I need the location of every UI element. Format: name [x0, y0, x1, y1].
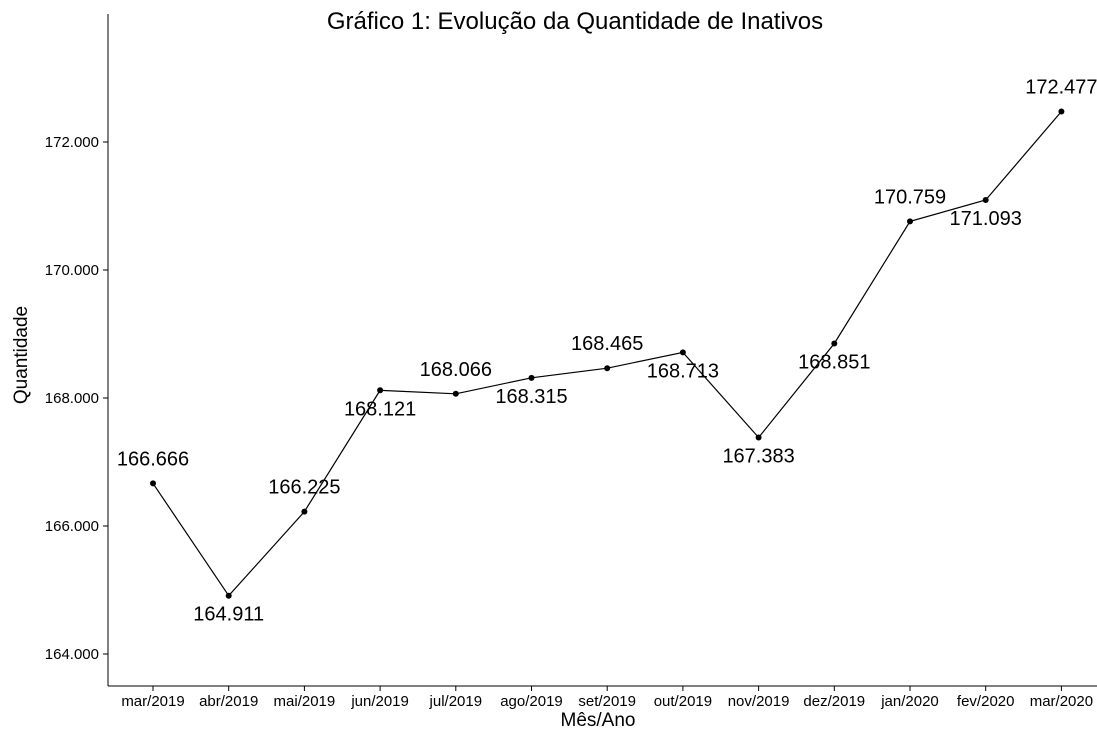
data-point [755, 434, 762, 441]
data-label: 168.315 [495, 386, 567, 408]
x-tick-label: mar/2019 [121, 693, 184, 710]
x-tick-label: mar/2020 [1030, 693, 1093, 710]
y-tick-label: 164.000 [45, 646, 99, 663]
x-tick-label: set/2019 [578, 693, 636, 710]
y-tick-label: 168.000 [45, 390, 99, 407]
data-point [907, 218, 913, 225]
x-tick-label: out/2019 [654, 693, 712, 710]
y-tick-label: 172.000 [45, 134, 99, 151]
data-labels: 166.666 164.911 166.225 168.121168.066168.3… [117, 76, 1097, 625]
data-point [1058, 108, 1065, 115]
data-label: 172.477 [1025, 76, 1097, 98]
x-tick-label: jun/2019 [350, 693, 409, 710]
x-tick-label: fev/2020 [957, 693, 1015, 710]
data-label: 171.093 [950, 208, 1022, 230]
data-label: 166.666 [117, 448, 189, 470]
x-tick-label: jul/2019 [429, 693, 483, 710]
data-point [301, 508, 308, 515]
data-point [604, 365, 611, 372]
data-label: 168.066 [420, 359, 492, 381]
y-axis-title: Quantidade [11, 306, 32, 404]
data-label: 170.759 [874, 186, 946, 208]
data-point [679, 349, 686, 356]
y-axis-ticks: 164.000 166.000 168.000 170.000 172.000 [45, 134, 108, 663]
data-point [528, 374, 535, 381]
x-tick-label: ago/2019 [500, 693, 563, 710]
data-point [982, 197, 989, 204]
x-axis-title: Mês/Ano [561, 710, 636, 731]
x-tick-label: dez/2019 [803, 693, 865, 710]
data-point [377, 387, 384, 394]
chart-title: Gráfico 1: Evolução da Quantidade de Ina… [327, 8, 823, 35]
data-point [452, 390, 459, 397]
data-label: 168.851 [798, 352, 870, 374]
y-tick-label: 170.000 [45, 262, 99, 279]
x-tick-label: jan/2020 [880, 693, 939, 710]
x-tick-label: mai/2019 [274, 693, 336, 710]
data-label: 166.225 [268, 477, 340, 499]
data-label: 168.713 [647, 360, 719, 382]
data-label: 167.383 [722, 445, 794, 467]
y-tick-label: 166.000 [45, 518, 99, 535]
data-label: 164.911 [193, 604, 264, 626]
data-label: 168.465 [571, 333, 643, 355]
x-tick-label: nov/2019 [728, 693, 790, 710]
data-point [831, 340, 838, 347]
x-axis-ticks: mar/2019 abr/2019 mai/2019 jun/2019 jul/2019… [121, 686, 1093, 710]
data-points [150, 108, 1065, 599]
x-tick-label: abr/2019 [199, 693, 258, 710]
data-point [150, 480, 156, 487]
data-label: 168.121 [344, 398, 416, 420]
data-point [225, 592, 232, 599]
